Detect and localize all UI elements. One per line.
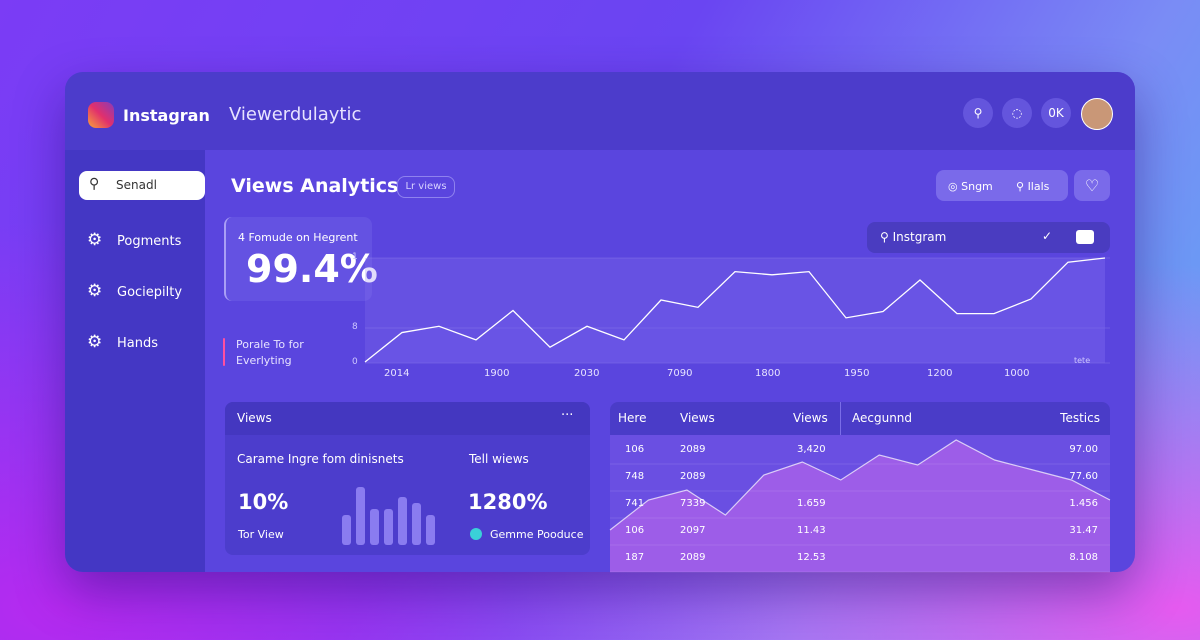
note-line: Porale To for [236, 338, 304, 351]
line-area [365, 258, 1105, 363]
badge: Lr views [397, 176, 455, 198]
table-cell: 31.47 [1069, 525, 1098, 536]
table-header-cell: Views [680, 411, 715, 425]
header [65, 72, 1135, 150]
line-area [365, 258, 1105, 363]
table-cell: 187 [625, 552, 645, 563]
card-title: Views [237, 411, 272, 425]
x-tick-label: 7090 [667, 368, 693, 379]
table-cell: 2089 [680, 444, 706, 455]
link-button[interactable]: ⚲ [963, 98, 993, 128]
table-cell: 1.659 [797, 498, 826, 509]
bar [356, 487, 365, 545]
page-title: Views Analytics [231, 175, 399, 197]
table-cell: 7339 [680, 498, 706, 509]
stat-label: Gemme Pooduce [490, 528, 584, 541]
ok-button[interactable]: 0K [1041, 98, 1071, 128]
x-tick-label: 1800 [755, 368, 781, 379]
card-header [225, 402, 590, 435]
kpi-card [224, 217, 372, 301]
table-header [610, 402, 1110, 435]
search-text: Senadl [116, 178, 157, 192]
x-tick-label: 1950 [844, 368, 870, 379]
stat-value: 1280% [468, 490, 548, 514]
table-cell: 106 [625, 525, 645, 536]
table-cell: 97.00 [1069, 444, 1098, 455]
nav-icon: ⚙ [87, 281, 103, 301]
search-box[interactable] [79, 171, 205, 200]
note-bar [223, 338, 225, 366]
table-cell: 3,420 [797, 444, 826, 455]
nav-item[interactable]: Hands [117, 336, 159, 351]
table-cell: 77.60 [1069, 471, 1098, 482]
table-cell: 2097 [680, 525, 706, 536]
table-cell: 8.108 [1069, 552, 1098, 563]
nav-icon: ⚙ [87, 230, 103, 250]
kpi-label: 4 Fomude on Hegrent [238, 231, 358, 244]
stat-value: 10% [238, 490, 289, 514]
table-cell: 106 [625, 444, 645, 455]
button[interactable]: ◎ Sngm [948, 180, 993, 193]
table-header-cell: Aecgunnd [852, 411, 913, 425]
table-cell: 2089 [680, 471, 706, 482]
table-header-cell: Here [618, 411, 647, 425]
x-tick-label: 2014 [384, 368, 410, 379]
dropdown[interactable] [867, 222, 1110, 253]
table-cell: 11.43 [797, 525, 826, 536]
card-subtitle: Tell wiews [469, 452, 529, 466]
nav-icon: ⚙ [87, 332, 103, 352]
nav-item[interactable]: Pogments [117, 234, 182, 249]
button-group [936, 170, 1068, 201]
kpi-value: 99.4% [246, 247, 378, 291]
favorite-button[interactable]: ♡ [1074, 170, 1110, 201]
header-title: Viewerdulaytic [229, 104, 362, 125]
dropdown-text: Instgram [892, 230, 947, 244]
table-line [609, 439, 1111, 531]
bar [384, 509, 393, 545]
bar [398, 497, 407, 545]
bar [412, 503, 421, 545]
brand: Instagran [123, 106, 210, 125]
x-tick-label: 1900 [484, 368, 510, 379]
camera-icon[interactable] [1076, 230, 1094, 244]
stat-label: Tor View [238, 528, 284, 541]
check-icon: ✓ [1042, 229, 1053, 243]
line [364, 257, 1106, 363]
table-area [610, 440, 1110, 572]
x-tick-label: 1200 [927, 368, 953, 379]
bar [370, 509, 379, 545]
attach-button[interactable]: ◌ [1002, 98, 1032, 128]
table-cell: 748 [625, 471, 645, 482]
y-tick-label: 8 [352, 322, 358, 332]
table-cell: 1.456 [1069, 498, 1098, 509]
button[interactable]: ⚲ Ilals [1016, 180, 1050, 193]
search-icon: ⚲ [89, 176, 100, 192]
table-header-cell: Testics [1060, 411, 1100, 425]
axis-corner-label: tete [1074, 356, 1091, 365]
sidebar [65, 150, 205, 572]
bar [342, 515, 351, 545]
y-tick-label: 0 [352, 357, 358, 367]
x-tick-label: 2030 [574, 368, 600, 379]
x-tick-label: 1000 [1004, 368, 1030, 379]
button-label: Ilals [1027, 180, 1050, 193]
card-menu[interactable]: ··· [561, 408, 574, 423]
dropdown-label: ⚲ Instgram [880, 230, 947, 244]
stat-icon [470, 528, 482, 540]
y-tick-label: 1 [352, 252, 358, 262]
button-label: Sngm [961, 180, 993, 193]
table-cell: 2089 [680, 552, 706, 563]
card-subtitle: Carame Ingre fom dinisnets [237, 452, 404, 466]
logo-icon [88, 102, 114, 128]
table-cell: 741 [625, 498, 645, 509]
table-header-cell: Views [793, 411, 828, 425]
nav-item[interactable]: Gociepilty [117, 285, 183, 300]
table-cell: 12.53 [797, 552, 826, 563]
bar [426, 515, 435, 545]
column-divider [840, 402, 841, 435]
note-line: Everlyting [236, 354, 292, 367]
avatar[interactable] [1081, 98, 1113, 130]
